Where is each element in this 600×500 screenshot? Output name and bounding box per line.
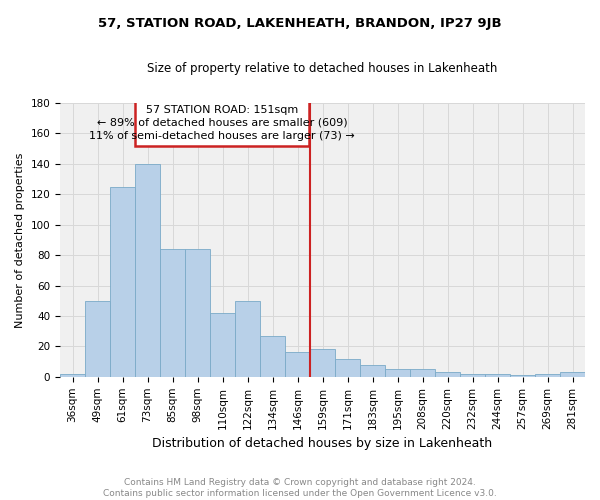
Bar (85, 301, 110, 377)
Bar (185, 249, 210, 377)
Bar (435, 372, 460, 377)
Bar (135, 164, 160, 377)
Bar (360, 364, 385, 377)
Bar (410, 369, 435, 377)
Bar (310, 350, 335, 377)
Bar (335, 358, 360, 377)
Bar (285, 352, 310, 377)
Text: 57 STATION ROAD: 151sqm: 57 STATION ROAD: 151sqm (146, 104, 298, 115)
Bar (260, 336, 285, 377)
Bar (510, 376, 535, 377)
Text: 57, STATION ROAD, LAKENHEATH, BRANDON, IP27 9JB: 57, STATION ROAD, LAKENHEATH, BRANDON, I… (98, 18, 502, 30)
Bar (535, 374, 560, 377)
Bar (560, 372, 585, 377)
Bar (110, 186, 135, 377)
Bar (385, 369, 410, 377)
Bar (60, 374, 85, 377)
Bar (235, 301, 260, 377)
Bar (485, 374, 510, 377)
FancyBboxPatch shape (135, 100, 309, 146)
Text: ← 89% of detached houses are smaller (609): ← 89% of detached houses are smaller (60… (97, 118, 347, 128)
Bar (460, 374, 485, 377)
Y-axis label: Number of detached properties: Number of detached properties (15, 152, 25, 328)
Text: Contains HM Land Registry data © Crown copyright and database right 2024.
Contai: Contains HM Land Registry data © Crown c… (103, 478, 497, 498)
Title: Size of property relative to detached houses in Lakenheath: Size of property relative to detached ho… (148, 62, 498, 76)
Bar (210, 313, 235, 377)
X-axis label: Distribution of detached houses by size in Lakenheath: Distribution of detached houses by size … (152, 437, 493, 450)
Text: 11% of semi-detached houses are larger (73) →: 11% of semi-detached houses are larger (… (89, 130, 355, 140)
Bar (160, 249, 185, 377)
